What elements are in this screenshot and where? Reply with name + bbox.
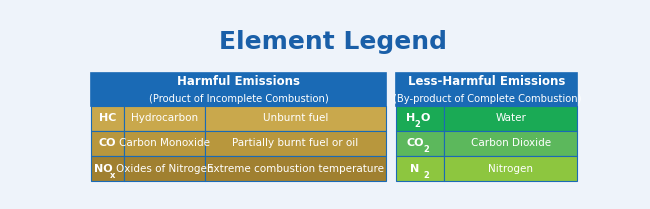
Text: H: H: [406, 113, 415, 123]
FancyBboxPatch shape: [205, 106, 386, 131]
FancyBboxPatch shape: [205, 156, 386, 181]
Text: Element Legend: Element Legend: [219, 30, 447, 54]
FancyBboxPatch shape: [444, 156, 577, 181]
FancyBboxPatch shape: [91, 73, 386, 106]
FancyBboxPatch shape: [205, 131, 386, 156]
Text: 2: 2: [415, 120, 421, 129]
FancyBboxPatch shape: [444, 131, 577, 156]
Text: Partially burnt fuel or oil: Partially burnt fuel or oil: [232, 138, 358, 148]
Text: Oxides of Nitrogen: Oxides of Nitrogen: [116, 164, 213, 174]
Text: Nitrogen: Nitrogen: [488, 164, 533, 174]
FancyBboxPatch shape: [124, 106, 205, 131]
FancyBboxPatch shape: [396, 106, 444, 131]
FancyBboxPatch shape: [396, 156, 444, 181]
FancyBboxPatch shape: [396, 131, 444, 156]
FancyBboxPatch shape: [91, 131, 124, 156]
Text: HC: HC: [99, 113, 116, 123]
FancyBboxPatch shape: [124, 156, 205, 181]
Text: Carbon Monoxide: Carbon Monoxide: [119, 138, 210, 148]
Text: (By-product of Complete Combustion): (By-product of Complete Combustion): [393, 94, 581, 104]
Text: CO: CO: [406, 138, 424, 148]
Text: (Product of Incomplete Combustion): (Product of Incomplete Combustion): [149, 94, 328, 104]
Text: 2: 2: [423, 171, 429, 180]
Text: NO: NO: [94, 164, 113, 174]
Text: Harmful Emissions: Harmful Emissions: [177, 75, 300, 88]
FancyBboxPatch shape: [91, 106, 124, 131]
Text: O: O: [421, 113, 430, 123]
Text: Carbon Dioxide: Carbon Dioxide: [471, 138, 551, 148]
FancyBboxPatch shape: [396, 73, 577, 106]
FancyBboxPatch shape: [124, 131, 205, 156]
Text: Less-Harmful Emissions: Less-Harmful Emissions: [408, 75, 566, 88]
Text: Water: Water: [495, 113, 526, 123]
Text: Unburnt fuel: Unburnt fuel: [263, 113, 328, 123]
FancyBboxPatch shape: [444, 106, 577, 131]
Text: x: x: [110, 171, 116, 180]
FancyBboxPatch shape: [91, 156, 124, 181]
Text: N: N: [410, 164, 420, 174]
Text: Extreme combustion temperature: Extreme combustion temperature: [207, 164, 384, 174]
Text: CO: CO: [99, 138, 116, 148]
Text: 2: 2: [423, 145, 429, 154]
Text: Hydrocarbon: Hydrocarbon: [131, 113, 198, 123]
